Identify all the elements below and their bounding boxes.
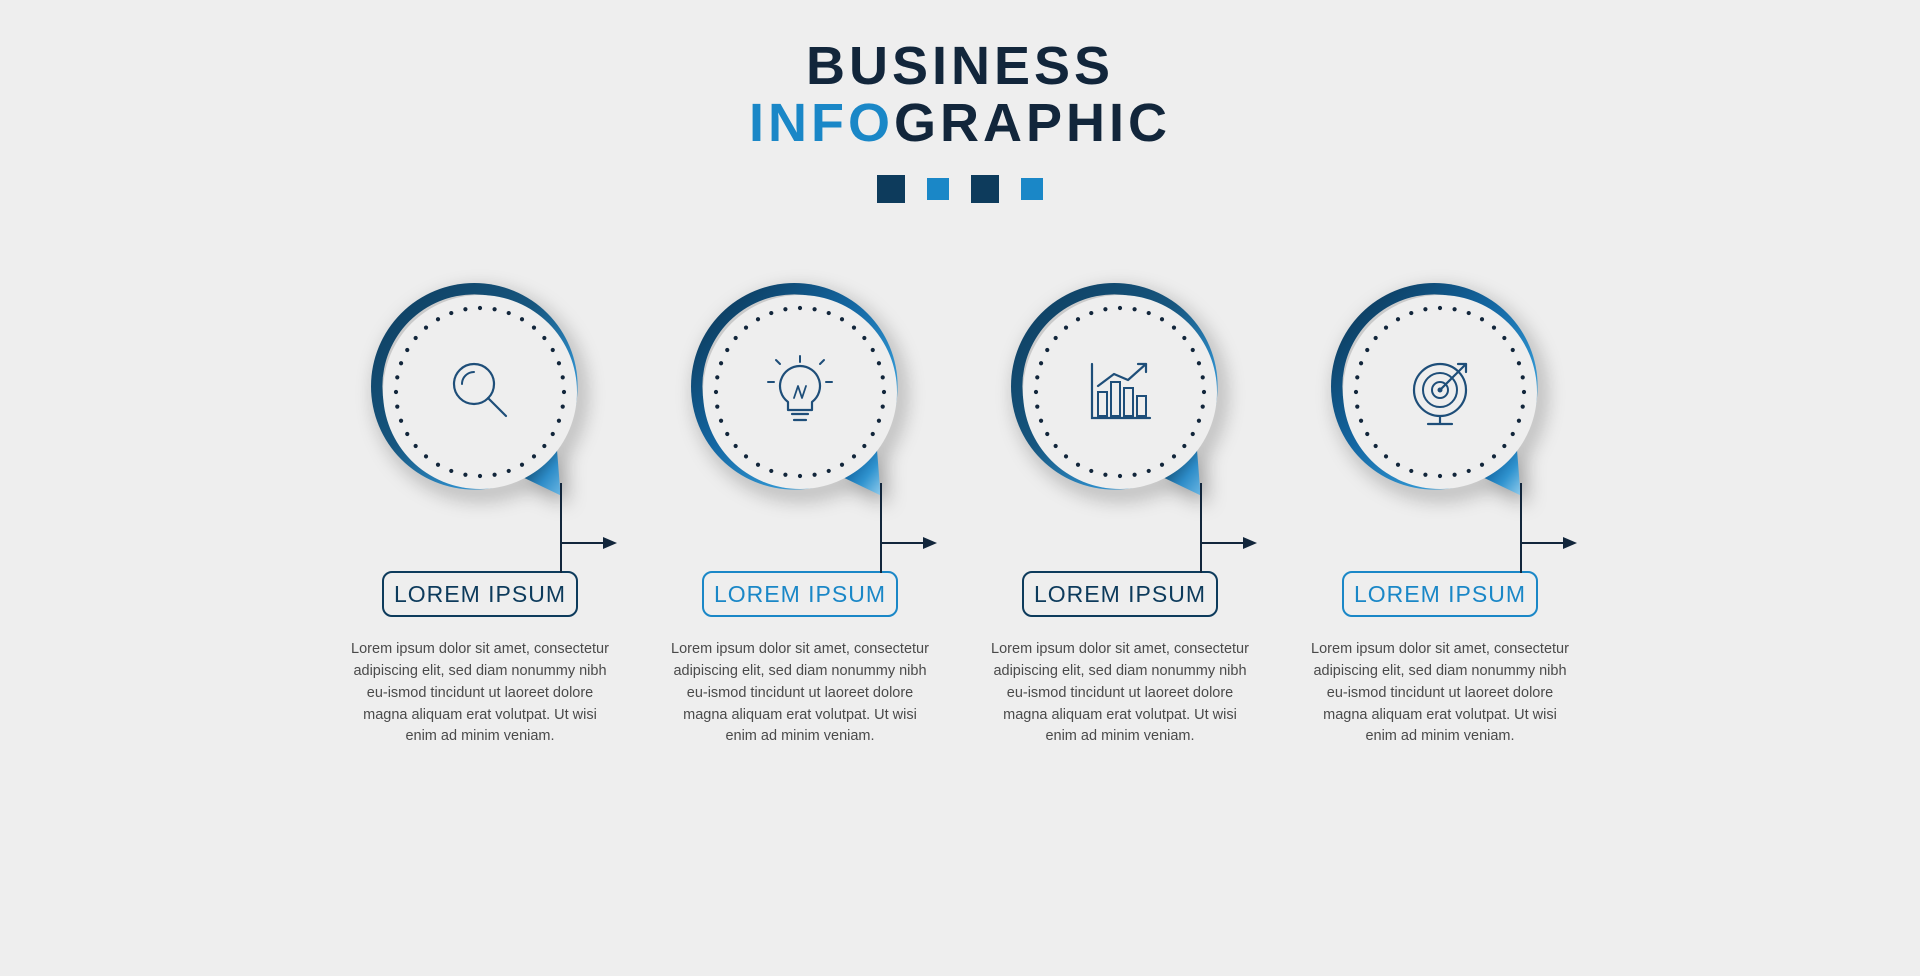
- step-bubble: [371, 283, 589, 501]
- barchart-icon: [1080, 352, 1160, 432]
- step-body: Lorem ipsum dolor sit amet, consectetur …: [1310, 639, 1570, 748]
- step-body: Lorem ipsum dolor sit amet, consectetur …: [990, 639, 1250, 748]
- decor-square: [1021, 178, 1043, 200]
- step-bubble: [1331, 283, 1549, 501]
- title-line2-rest: GRAPHIC: [894, 93, 1171, 153]
- bubble-inner: [703, 295, 897, 489]
- step-bubble: [691, 283, 909, 501]
- target-icon: [1400, 352, 1480, 432]
- bubble-inner: [1343, 295, 1537, 489]
- title-line1: BUSINESS: [749, 38, 1171, 95]
- step-body: Lorem ipsum dolor sit amet, consectetur …: [670, 639, 930, 748]
- step-label: LOREM IPSUM: [702, 571, 898, 617]
- title-decor-squares: [877, 175, 1043, 203]
- step-3: LOREM IPSUM Lorem ipsum dolor sit amet, c…: [990, 283, 1250, 748]
- decor-square: [971, 175, 999, 203]
- step-bubble: [1011, 283, 1229, 501]
- step-label: LOREM IPSUM: [1022, 571, 1218, 617]
- infographic-page: BUSINESS INFOGRAPHIC LOREM IPSUM Lorem ip…: [0, 0, 1920, 976]
- step-body: Lorem ipsum dolor sit amet, consectetur …: [350, 639, 610, 748]
- page-title: BUSINESS INFOGRAPHIC: [749, 38, 1171, 151]
- lightbulb-icon: [760, 352, 840, 432]
- step-1: LOREM IPSUM Lorem ipsum dolor sit amet, c…: [350, 283, 610, 748]
- step-4: LOREM IPSUM Lorem ipsum dolor sit amet, c…: [1310, 283, 1570, 748]
- decor-square: [927, 178, 949, 200]
- step-label: LOREM IPSUM: [382, 571, 578, 617]
- magnifier-icon: [440, 352, 520, 432]
- title-line2-accent: INFO: [749, 93, 894, 153]
- bubble-inner: [1023, 295, 1217, 489]
- decor-square: [877, 175, 905, 203]
- step-label: LOREM IPSUM: [1342, 571, 1538, 617]
- bubble-inner: [383, 295, 577, 489]
- steps-row: LOREM IPSUM Lorem ipsum dolor sit amet, c…: [350, 283, 1570, 748]
- step-2: LOREM IPSUM Lorem ipsum dolor sit amet, c…: [670, 283, 930, 748]
